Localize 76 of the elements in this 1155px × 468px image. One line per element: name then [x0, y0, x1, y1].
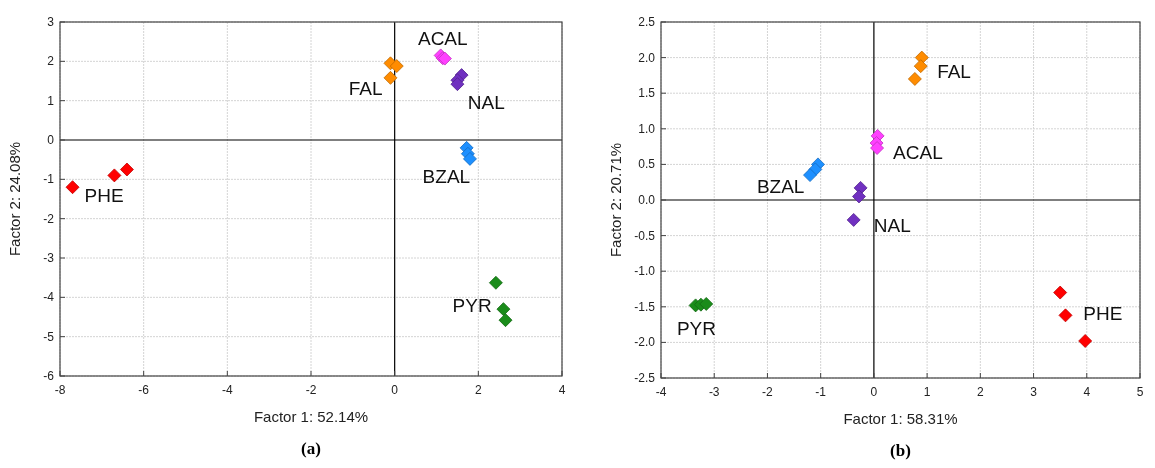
text: (a): [301, 439, 321, 458]
point: [907, 72, 922, 86]
y-tick-label: -2: [43, 211, 55, 226]
y-tick-label: -1.5: [634, 299, 656, 314]
y-tick-label: 0.0: [638, 193, 656, 207]
point: [913, 59, 928, 74]
y-axis-title: Factor 2: 24.08%: [6, 141, 23, 257]
point: [120, 162, 134, 177]
point: [463, 151, 477, 166]
series-label: NAL: [467, 91, 505, 113]
text: (b): [890, 441, 911, 460]
x-tick-label: -3: [708, 385, 720, 399]
x-axis-title: Factor 1: 58.31%: [843, 410, 958, 427]
x-tick-label: -2: [305, 383, 317, 397]
series-label: PHE: [1083, 303, 1123, 325]
series-label: FAL: [937, 60, 971, 82]
y-tick-label: -5: [43, 329, 55, 344]
y-tick-label: 1.5: [638, 86, 656, 101]
point: [496, 302, 511, 317]
point: [1058, 308, 1073, 323]
y-tick-label: 1: [47, 93, 55, 108]
y-tick-label: -1.0: [634, 264, 656, 279]
x-axis-title: Factor 1: 52.14%: [253, 408, 369, 425]
point: [852, 189, 866, 204]
y-tick-label: 2: [47, 54, 55, 69]
y-tick-label: 2.5: [638, 15, 656, 29]
y-tick-label: -2.0: [634, 335, 656, 350]
point: [107, 168, 122, 183]
series-label: NAL: [873, 215, 911, 237]
x-tick-label: 2: [976, 385, 984, 399]
point: [389, 59, 404, 73]
x-tick-label: -4: [655, 385, 667, 399]
y-tick-label: 1.0: [638, 121, 656, 136]
y-tick-label: 3: [47, 15, 55, 29]
series-label: PYR: [452, 295, 492, 317]
y-tick-label: -2.5: [634, 371, 656, 385]
x-tick-label: -4: [222, 383, 233, 397]
x-tick-label: -1: [815, 385, 827, 399]
y-tick-label: -3: [43, 251, 55, 265]
point: [1078, 334, 1093, 348]
y-tick-label: 0: [47, 133, 55, 147]
x-tick-label: -2: [762, 385, 774, 399]
point: [803, 168, 817, 182]
series-label: ACAL: [893, 142, 943, 164]
series-label: PYR: [676, 317, 716, 339]
point: [846, 213, 861, 227]
point: [65, 180, 80, 195]
point: [870, 141, 884, 155]
series-label: PHE: [84, 185, 124, 207]
point: [1053, 285, 1068, 300]
y-tick-label: 0.5: [638, 157, 656, 172]
y-axis-title: Factor 2: 20.71%: [607, 142, 624, 258]
series-label: BZAL: [422, 165, 471, 187]
point: [383, 70, 398, 85]
x-tick-label: 4: [558, 383, 566, 397]
series-label: ACAL: [417, 28, 468, 50]
x-tick-label: 0: [870, 385, 878, 399]
point: [450, 77, 465, 92]
x-tick-label: 2: [474, 383, 482, 397]
x-tick-label: -6: [138, 383, 150, 397]
point: [489, 275, 503, 290]
point: [699, 297, 714, 311]
y-tick-label: -6: [43, 369, 55, 383]
x-tick-label: -8: [54, 383, 66, 397]
y-tick-label: -0.5: [634, 228, 656, 243]
x-tick-label: 0: [391, 383, 399, 397]
series-label: FAL: [348, 78, 383, 100]
series-label: BZAL: [756, 175, 805, 197]
y-tick-label: -4: [43, 290, 55, 305]
x-tick-label: 1: [923, 385, 931, 399]
x-tick-label: 4: [1083, 385, 1091, 399]
point: [498, 313, 513, 328]
y-tick-label: -1: [43, 172, 55, 187]
y-tick-label: 2.0: [638, 50, 656, 65]
x-tick-label: 3: [1030, 385, 1038, 399]
x-tick-label: 5: [1136, 385, 1144, 399]
